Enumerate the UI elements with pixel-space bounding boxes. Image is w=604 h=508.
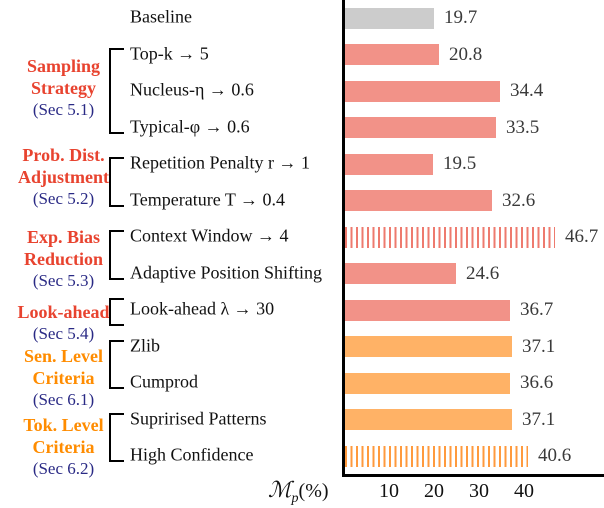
- x-axis-line: [342, 474, 604, 477]
- bar: [345, 263, 456, 284]
- x-tick-label: 30: [469, 480, 489, 502]
- x-axis-title-subscript: p: [291, 491, 299, 506]
- group-label-line: Prob. Dist.: [22, 145, 105, 166]
- bar-value: 20.8: [449, 43, 483, 65]
- x-axis-title-unit: (%): [298, 480, 329, 502]
- group-label-line: Look-ahead: [17, 302, 110, 322]
- group-bracket: [109, 412, 124, 462]
- bar-label: Look-ahead λ → 30: [130, 298, 275, 319]
- group-label: Sen. Level Criteria (Sec 6.1): [0, 345, 127, 411]
- bar-label: Nucleus-η → 0.6: [130, 79, 254, 100]
- group-section-ref: (Sec 5.2): [32, 189, 95, 209]
- bar: [345, 409, 512, 430]
- bar: [345, 44, 439, 65]
- bar-label: Suprirised Patterns: [130, 408, 267, 428]
- group-section-ref: (Sec 5.1): [32, 100, 95, 119]
- bar-value: 24.6: [466, 262, 500, 284]
- bar-value: 37.1: [522, 408, 556, 430]
- bar-label: Top-k → 5: [130, 43, 209, 63]
- bar: [345, 81, 500, 102]
- bar-value: 32.6: [502, 189, 536, 211]
- bar-value: 19.7: [444, 7, 478, 28]
- bar-value: 46.7: [565, 226, 599, 247]
- group-bracket: [109, 298, 124, 326]
- group-label-line: Reduction: [23, 249, 103, 270]
- group-label-line: Sen. Level: [24, 345, 103, 366]
- group-section-ref: (Sec 5.4): [32, 324, 95, 343]
- bar-value: 34.4: [510, 80, 544, 101]
- x-tick-label: 40: [514, 480, 534, 502]
- bar-value: 19.5: [443, 153, 477, 174]
- x-tick-label: 10: [379, 480, 399, 502]
- bar: [345, 300, 510, 321]
- group-section-ref: (Sec 6.1): [32, 389, 95, 409]
- bar: [345, 190, 492, 211]
- x-axis-title: ℳp(%): [268, 478, 329, 507]
- group-label-line: Sampling: [26, 56, 101, 76]
- x-tick-label: 20: [424, 480, 444, 502]
- bar-label: Typical-φ → 0.6: [130, 116, 250, 136]
- group-bracket: [109, 339, 124, 389]
- bar-label: Adaptive Position Shifting: [130, 262, 323, 282]
- bar: [345, 446, 528, 467]
- group-bracket: [109, 230, 124, 280]
- group-bracket: [109, 47, 124, 134]
- bar-value: 40.6: [538, 445, 572, 466]
- bar-value: 37.1: [522, 335, 556, 357]
- group-label: Exp. Bias Reduction (Sec 5.3): [0, 226, 127, 292]
- bar-value: 36.7: [520, 299, 554, 320]
- group-label-line: Strategy: [31, 78, 96, 98]
- x-axis-title-symbol: ℳ: [268, 478, 292, 503]
- bar-label: Context Window → 4: [130, 225, 289, 246]
- bar-label: High Confidence: [130, 444, 254, 465]
- group-label: Look-ahead (Sec 5.4): [0, 301, 127, 345]
- bar-label: Repetition Penalty r → 1: [130, 152, 310, 173]
- bar-label: Temperature T → 0.4: [130, 189, 286, 209]
- bar-label: Zlib: [130, 335, 160, 355]
- group-label-line: Adjustment: [17, 167, 109, 188]
- bar-value: 36.6: [520, 372, 554, 393]
- bar: [345, 8, 434, 29]
- group-label-line: Criteria: [32, 367, 95, 388]
- group-section-ref: (Sec 5.3): [32, 271, 95, 291]
- group-label-line: Tok. Level: [23, 414, 104, 435]
- bar: [345, 336, 512, 357]
- group-label-line: Exp. Bias: [26, 227, 101, 248]
- group-label: Prob. Dist. Adjustment (Sec 5.2): [0, 144, 127, 210]
- group-label: Tok. Level Criteria (Sec 6.2): [0, 414, 127, 480]
- bar-value: 33.5: [506, 116, 540, 138]
- group-bracket: [109, 157, 124, 207]
- y-axis-line: [342, 0, 345, 476]
- bar: [345, 227, 555, 248]
- bar: [345, 154, 433, 175]
- bar: [345, 117, 496, 138]
- group-label: Sampling Strategy (Sec 5.1): [0, 55, 127, 121]
- bar-label: Cumprod: [130, 371, 199, 392]
- group-label-line: Criteria: [32, 436, 95, 457]
- group-section-ref: (Sec 6.2): [32, 458, 95, 478]
- bar: [345, 373, 510, 394]
- bar-label: Baseline: [130, 6, 192, 27]
